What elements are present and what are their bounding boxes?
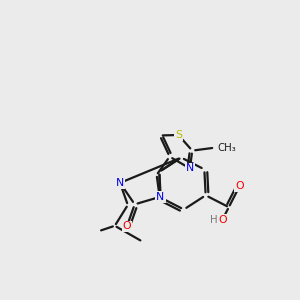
Text: N: N [186, 164, 194, 173]
Text: S: S [175, 130, 182, 140]
Text: H: H [210, 215, 217, 225]
Text: O: O [235, 181, 244, 191]
Text: O: O [218, 215, 226, 225]
Text: N: N [116, 178, 124, 188]
Text: N: N [155, 192, 164, 202]
Text: O: O [123, 221, 131, 231]
Text: CH₃: CH₃ [217, 143, 236, 153]
Text: N: N [157, 193, 165, 202]
